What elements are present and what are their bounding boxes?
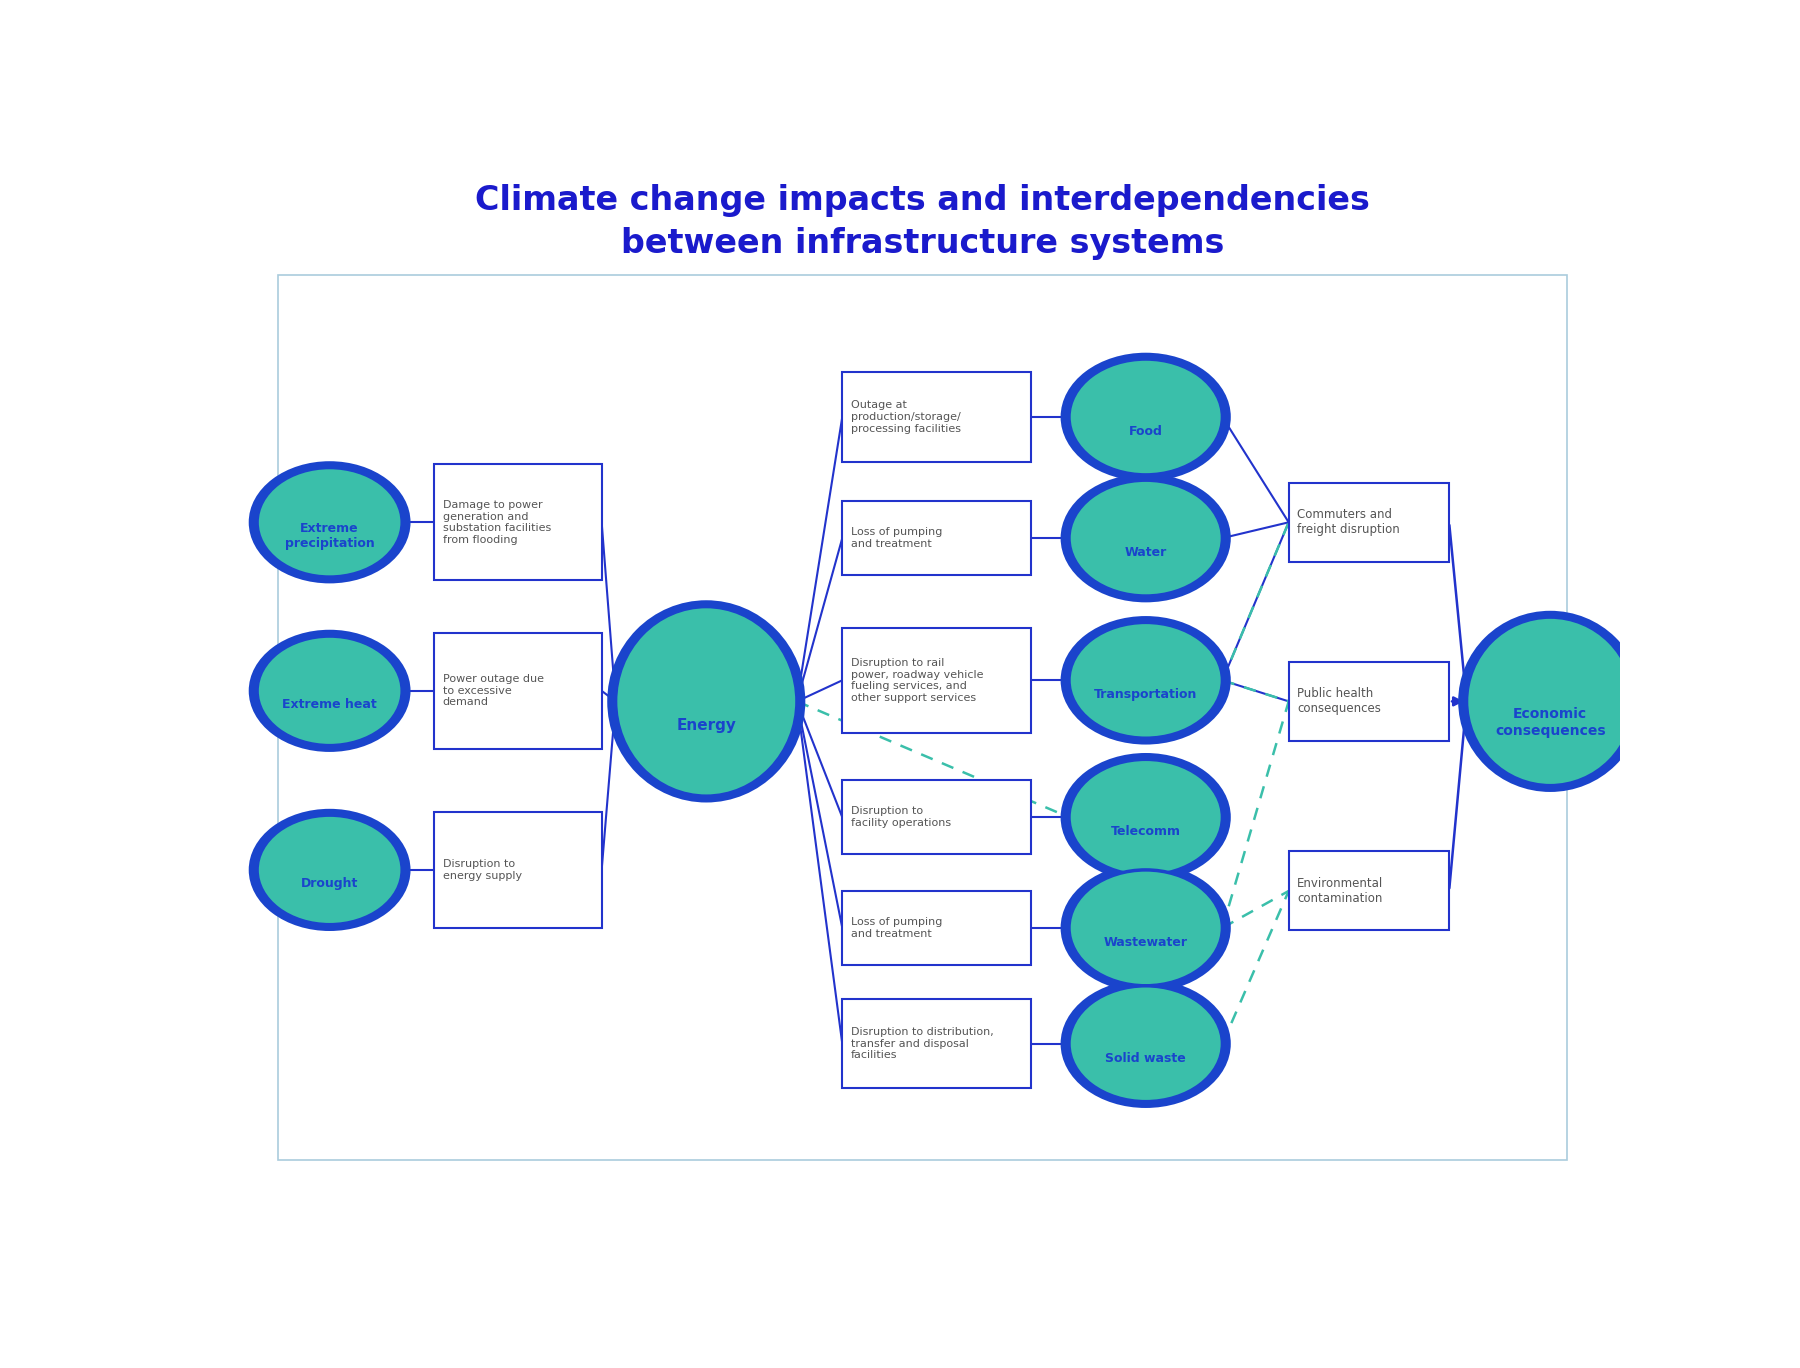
Ellipse shape [1060,979,1231,1108]
Ellipse shape [257,815,401,925]
Text: Environmental
contamination: Environmental contamination [1298,877,1384,906]
Text: Disruption to
facility operations: Disruption to facility operations [851,807,950,828]
Text: Loss of pumping
and treatment: Loss of pumping and treatment [851,917,941,938]
Ellipse shape [1467,617,1634,785]
Ellipse shape [1060,752,1231,881]
Ellipse shape [1069,480,1222,596]
FancyBboxPatch shape [277,275,1568,1160]
Text: Public health
consequences: Public health consequences [1298,687,1381,715]
Text: Disruption to distribution,
transfer and disposal
facilities: Disruption to distribution, transfer and… [851,1027,994,1060]
Ellipse shape [1060,863,1231,992]
Ellipse shape [257,468,401,577]
Text: Economic
consequences: Economic consequences [1496,707,1606,737]
Ellipse shape [248,461,410,583]
FancyBboxPatch shape [434,633,601,748]
Text: Wastewater: Wastewater [1103,936,1188,949]
FancyBboxPatch shape [842,628,1031,733]
Ellipse shape [1069,622,1222,739]
FancyBboxPatch shape [842,501,1031,575]
Ellipse shape [1069,759,1222,876]
Ellipse shape [1069,870,1222,986]
Ellipse shape [1060,616,1231,744]
Ellipse shape [248,808,410,932]
Text: Telecomm: Telecomm [1111,825,1181,839]
Ellipse shape [257,636,401,746]
Text: Outage at
production/storage/
processing facilities: Outage at production/storage/ processing… [851,401,961,434]
FancyBboxPatch shape [434,464,601,580]
Text: Disruption to
energy supply: Disruption to energy supply [443,859,522,881]
Text: Loss of pumping
and treatment: Loss of pumping and treatment [851,527,941,549]
Text: Extreme
precipitation: Extreme precipitation [284,523,374,550]
FancyBboxPatch shape [1289,483,1449,562]
Ellipse shape [1060,353,1231,482]
Text: Food: Food [1129,425,1163,438]
Text: Power outage due
to excessive
demand: Power outage due to excessive demand [443,674,544,707]
Ellipse shape [1069,986,1222,1101]
Text: Damage to power
generation and
substation facilities
from flooding: Damage to power generation and substatio… [443,499,551,544]
Text: Energy: Energy [677,718,736,733]
Ellipse shape [1069,358,1222,475]
FancyBboxPatch shape [842,891,1031,964]
FancyBboxPatch shape [434,813,601,928]
Text: Solid waste: Solid waste [1105,1052,1186,1064]
FancyBboxPatch shape [842,999,1031,1089]
FancyBboxPatch shape [1289,662,1449,741]
Ellipse shape [1458,610,1642,792]
Text: Disruption to rail
power, roadway vehicle
fueling services, and
other support se: Disruption to rail power, roadway vehicl… [851,658,983,703]
FancyBboxPatch shape [1289,851,1449,930]
Text: Transportation: Transportation [1094,688,1197,702]
Ellipse shape [616,606,797,796]
FancyBboxPatch shape [842,780,1031,854]
Ellipse shape [607,601,805,803]
Text: Water: Water [1125,546,1166,560]
Ellipse shape [1060,473,1231,602]
Text: Climate change impacts and interdependencies
between infrastructure systems: Climate change impacts and interdependen… [475,183,1370,260]
Ellipse shape [248,629,410,752]
FancyBboxPatch shape [842,372,1031,462]
Text: Commuters and
freight disruption: Commuters and freight disruption [1298,509,1400,536]
Text: Drought: Drought [301,877,358,891]
Text: Extreme heat: Extreme heat [283,698,376,711]
